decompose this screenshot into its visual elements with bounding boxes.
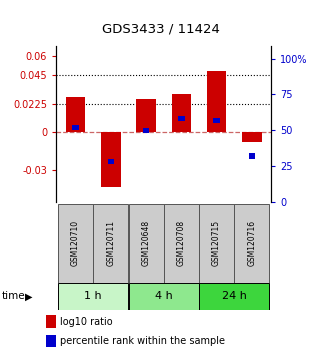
Bar	[58, 204, 93, 283]
Bar	[129, 204, 163, 283]
Text: time: time	[2, 291, 25, 302]
Bar	[234, 204, 269, 283]
Text: GSM120715: GSM120715	[212, 220, 221, 267]
Bar	[108, 159, 114, 164]
Text: GSM120711: GSM120711	[106, 221, 115, 266]
Bar	[178, 116, 185, 121]
Bar	[129, 283, 199, 310]
Text: 4 h: 4 h	[155, 291, 173, 302]
Bar	[143, 128, 149, 133]
Text: ▶: ▶	[24, 291, 32, 302]
Bar	[66, 97, 85, 132]
Bar	[136, 99, 156, 132]
Bar	[73, 125, 79, 130]
Text: percentile rank within the sample: percentile rank within the sample	[60, 336, 225, 346]
Bar	[242, 132, 262, 142]
Bar	[207, 72, 226, 132]
Text: GDS3433 / 11424: GDS3433 / 11424	[101, 22, 220, 35]
Bar	[199, 204, 234, 283]
Text: 1 h: 1 h	[84, 291, 102, 302]
Bar	[249, 153, 255, 159]
Text: GSM120716: GSM120716	[247, 220, 256, 267]
Bar	[58, 283, 128, 310]
Bar	[199, 283, 269, 310]
Text: GSM120710: GSM120710	[71, 220, 80, 267]
Bar	[46, 335, 56, 347]
Bar	[172, 94, 191, 132]
Bar	[93, 204, 128, 283]
Bar	[46, 315, 56, 328]
Bar	[101, 132, 120, 187]
Text: GSM120648: GSM120648	[142, 220, 151, 267]
Text: GSM120708: GSM120708	[177, 220, 186, 267]
Bar	[213, 118, 220, 123]
Text: log10 ratio: log10 ratio	[60, 316, 113, 327]
Bar	[164, 204, 199, 283]
Text: 24 h: 24 h	[222, 291, 247, 302]
